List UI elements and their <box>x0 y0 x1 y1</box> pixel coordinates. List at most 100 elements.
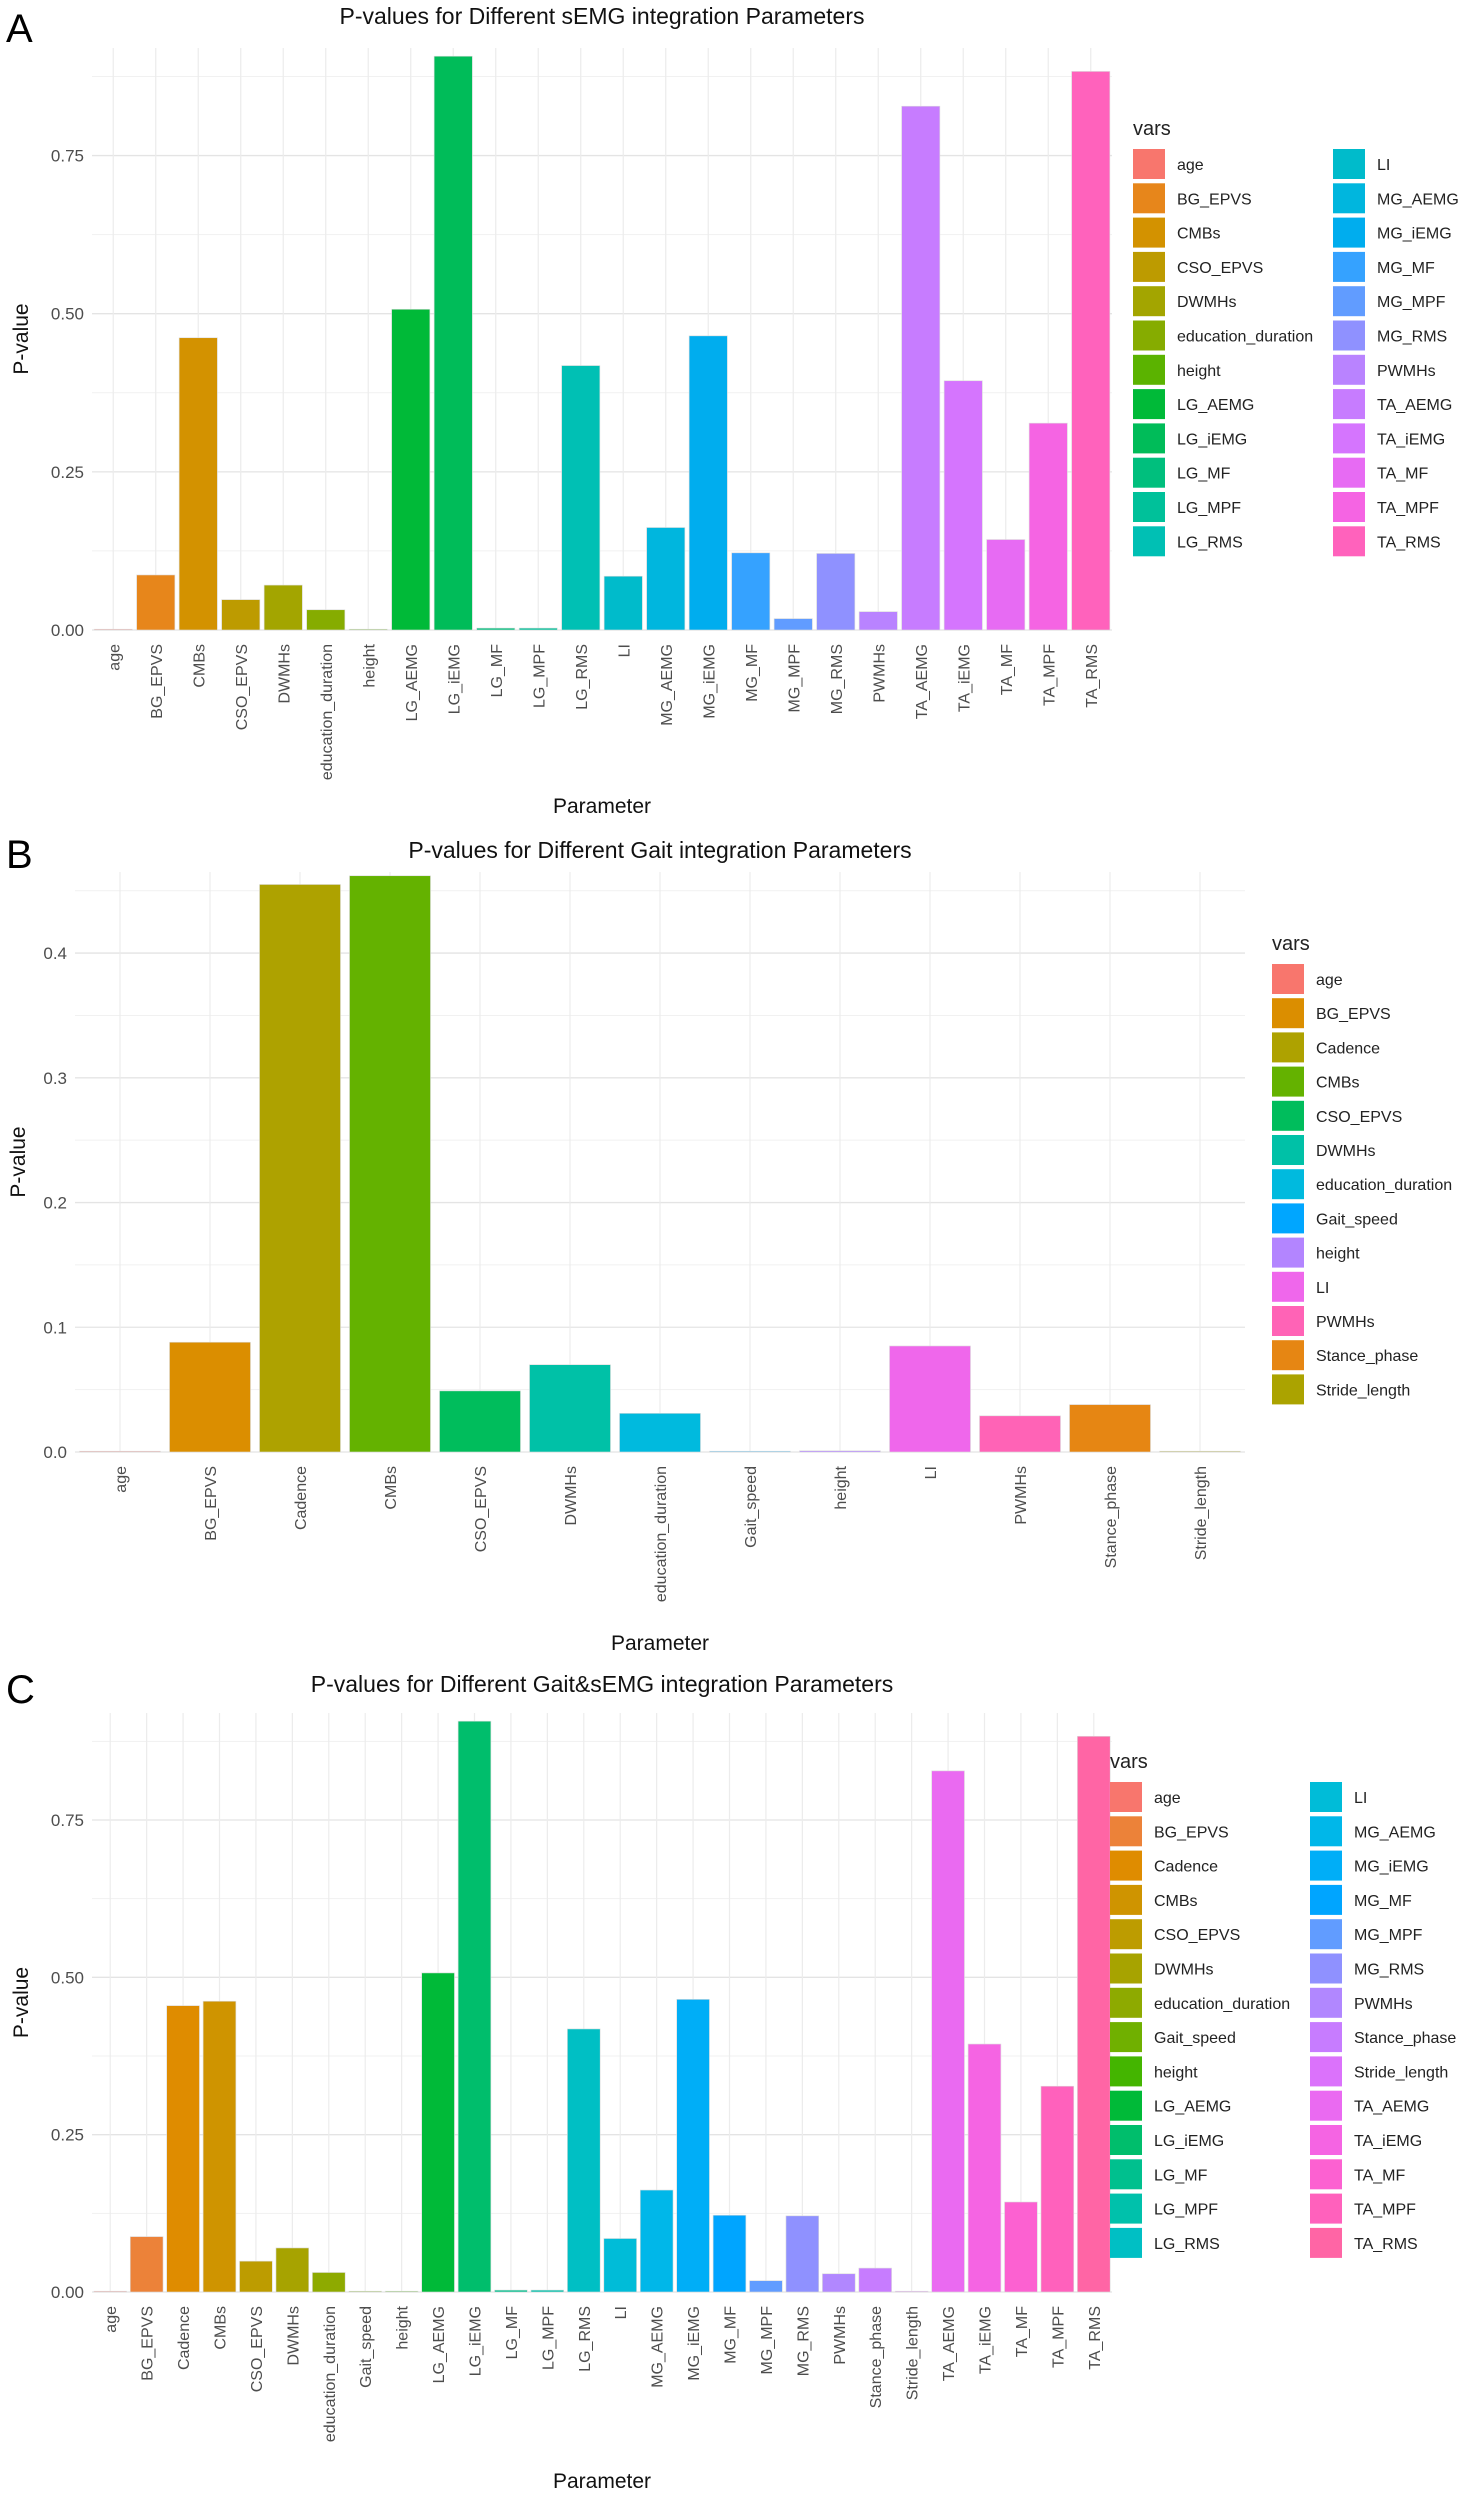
x-tick-label: LG_MPF <box>531 644 548 708</box>
x-tick-label: LG_iEMG <box>446 644 463 714</box>
legend-swatch <box>1133 320 1165 351</box>
legend-swatch <box>1110 2022 1142 2053</box>
legend-swatch <box>1333 423 1365 454</box>
legend-swatch <box>1110 1884 1142 1915</box>
legend-swatch <box>1310 1953 1342 1984</box>
bar-MG_iEMG <box>676 1999 710 2293</box>
bar-age <box>93 2290 127 2293</box>
legend-swatch <box>1272 1169 1304 1200</box>
x-tick-label: LG_AEMG <box>431 2306 448 2383</box>
legend-swatch <box>1333 457 1365 488</box>
legend-swatch <box>1310 2159 1342 2190</box>
legend-label: CMBs <box>1177 226 1221 243</box>
legend-label: TA_MF <box>1354 2167 1405 2184</box>
legend-swatch <box>1310 2227 1342 2258</box>
y-axis-label: P-value <box>10 303 33 374</box>
bar-TA_RMS <box>1071 71 1111 631</box>
legend-swatch <box>1333 492 1365 522</box>
x-tick-label: LG_iEMG <box>468 2306 485 2376</box>
x-tick-label: PWMHs <box>832 2306 849 2365</box>
bar-LG_MPF <box>518 627 558 631</box>
legend-swatch <box>1110 1782 1142 1812</box>
bar-MG_AEMG <box>646 527 686 631</box>
legend-swatch <box>1272 1271 1304 1302</box>
x-tick-label: CMBs <box>383 1466 400 1510</box>
bar-MG_iEMG <box>688 335 728 631</box>
y-tick-label: 0.2 <box>43 1194 67 1213</box>
bar-DWMHs <box>263 584 303 631</box>
bar-PWMHs <box>822 2273 856 2293</box>
legend-swatch <box>1133 251 1165 282</box>
legend-label: MG_MF <box>1377 260 1435 277</box>
legend-swatch <box>1333 354 1365 385</box>
bar-Stride_length <box>1159 1450 1241 1453</box>
legend-swatch <box>1333 251 1365 282</box>
bar-BG_EPVS <box>169 1341 251 1453</box>
bar-Cadence <box>259 884 341 1453</box>
x-tick-label: DWMHs <box>563 1466 580 1526</box>
x-tick-label: age <box>106 644 123 671</box>
bar-MG_MPF <box>773 618 813 631</box>
x-tick-label: CMBs <box>213 2306 230 2350</box>
legend-label: MG_AEMG <box>1354 1824 1436 1841</box>
x-tick-label: LG_RMS <box>577 2306 594 2372</box>
legend-swatch <box>1272 998 1304 1029</box>
legend-swatch <box>1133 492 1165 522</box>
x-tick-label: TA_AEMG <box>941 2306 958 2381</box>
legend-swatch <box>1272 964 1304 994</box>
x-tick-label: Stride_length <box>1193 1466 1210 1560</box>
x-tick-label: education_duration <box>653 1466 670 1602</box>
x-tick-label: MG_MPF <box>759 2306 776 2375</box>
bar-age <box>79 1450 161 1453</box>
bar-MG_RMS <box>785 2215 820 2293</box>
x-tick-label: Gait_speed <box>358 2306 375 2388</box>
legend-swatch <box>1310 1987 1342 2018</box>
y-tick-label: 0.00 <box>51 2283 84 2302</box>
x-tick-label: Stance_phase <box>868 2306 885 2408</box>
legend-label: TA_AEMG <box>1377 397 1452 414</box>
legend-label: LG_AEMG <box>1154 2099 1231 2116</box>
y-tick-label: 0.1 <box>43 1318 67 1337</box>
bar-education_duration <box>306 609 346 631</box>
chart-title: P-values for Different sEMG integration … <box>340 3 865 29</box>
bar-TA_AEMG <box>931 1770 965 2293</box>
legend-label: LG_MPF <box>1154 2202 1218 2219</box>
x-tick-label: height <box>361 643 378 687</box>
bar-education_duration <box>619 1413 701 1453</box>
bar-CMBs <box>202 2000 237 2293</box>
y-axis-label: P-value <box>10 1967 33 2038</box>
legend-swatch <box>1133 457 1165 488</box>
legend-swatch <box>1272 1066 1304 1097</box>
bar-TA_iEMG <box>967 2043 1002 2293</box>
legend-swatch <box>1110 1953 1142 1984</box>
legend-label: LG_iEMG <box>1177 431 1247 448</box>
bar-age <box>93 628 133 631</box>
legend-label: TA_AEMG <box>1354 2099 1429 2116</box>
x-tick-label: age <box>113 1466 130 1493</box>
x-tick-label: LG_RMS <box>574 644 591 710</box>
bar-TA_AEMG <box>901 105 941 631</box>
legend-label: TA_MPF <box>1377 500 1439 517</box>
bar-Cadence <box>166 2005 200 2293</box>
bar-height <box>348 628 388 631</box>
x-tick-label: CSO_EPVS <box>234 644 251 730</box>
x-tick-label: MG_MF <box>723 2306 740 2364</box>
x-tick-label: height <box>395 2305 412 2349</box>
y-tick-label: 0.4 <box>43 944 67 963</box>
chart-panel-c: 0.00 0.25 0.50 0.75 age BG_EPVS Cadence CMBs CSO… <box>10 1671 1456 2493</box>
legend-swatch <box>1133 389 1165 420</box>
legend-label: LI <box>1377 157 1390 174</box>
legend-label: education_duration <box>1316 1177 1452 1194</box>
bar-TA_MPF <box>1040 2085 1075 2293</box>
legend-swatch <box>1333 149 1365 179</box>
legend-label: LG_AEMG <box>1177 397 1254 414</box>
legend-label: TA_MPF <box>1354 2202 1416 2219</box>
y-axis-label: P-value <box>7 1126 30 1197</box>
x-tick-label: Stride_length <box>905 2306 922 2400</box>
bar-LG_iEMG <box>457 1720 492 2293</box>
legend-swatch <box>1310 1850 1342 1881</box>
legend-swatch <box>1110 2090 1142 2121</box>
legend-swatch <box>1110 1850 1142 1881</box>
x-tick-label: TA_MF <box>999 644 1016 695</box>
